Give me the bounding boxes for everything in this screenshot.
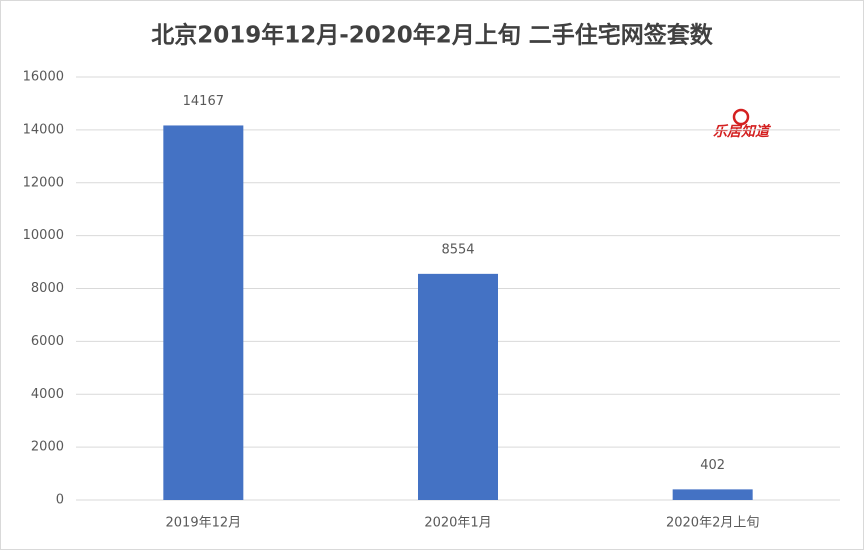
y-tick-label: 10000 [23, 228, 64, 243]
bar [163, 125, 244, 501]
y-tick-label: 2000 [31, 440, 64, 455]
watermark: 乐居知道 [713, 123, 772, 140]
watermark-logo: 乐居知道 [713, 108, 772, 140]
data-label: 402 [700, 458, 725, 473]
y-tick-label: 6000 [31, 334, 64, 349]
y-tick-label: 0 [56, 493, 64, 508]
x-tick-label: 2019年12月 [166, 516, 242, 531]
chart-title: 北京2019年12月-2020年2月上旬 二手住宅网签套数 [151, 22, 714, 49]
bar [672, 489, 753, 500]
x-tick-label: 2020年2月上旬 [666, 516, 759, 531]
logo-icon [732, 108, 750, 126]
x-tick-label: 2020年1月 [424, 516, 491, 531]
y-tick-label: 12000 [23, 175, 64, 190]
data-label: 14167 [183, 94, 224, 109]
y-tick-label: 4000 [31, 387, 64, 402]
y-tick-label: 16000 [23, 70, 64, 85]
y-tick-label: 14000 [23, 122, 64, 137]
y-tick-label: 8000 [31, 281, 64, 296]
data-label: 8554 [441, 242, 474, 257]
bar [418, 273, 498, 500]
